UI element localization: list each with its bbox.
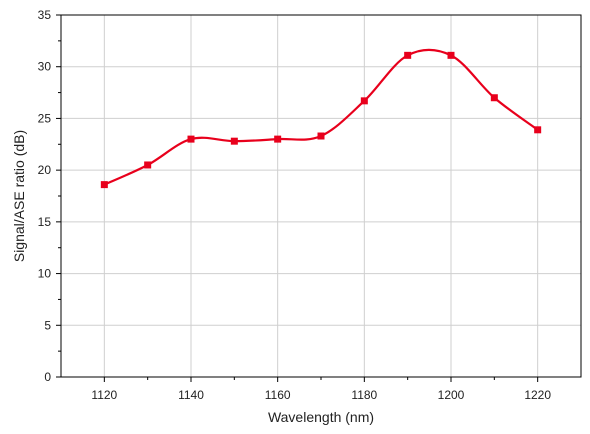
y-tick-label: 25 — [38, 111, 52, 125]
data-point — [317, 132, 325, 140]
x-tick-label: 1160 — [265, 388, 291, 402]
data-point — [100, 181, 108, 189]
data-point — [360, 97, 368, 105]
y-axis-label: Signal/ASE ratio (dB) — [11, 130, 27, 262]
x-tick-label: 1180 — [351, 388, 377, 402]
data-point — [534, 126, 542, 134]
y-tick-label: 30 — [38, 60, 52, 74]
data-point — [144, 161, 152, 169]
data-point — [447, 51, 455, 59]
data-series — [100, 48, 542, 189]
x-tick-label: 1220 — [524, 388, 551, 402]
x-tick-label: 1120 — [91, 388, 117, 402]
series-line — [103, 48, 539, 186]
data-point — [404, 51, 412, 59]
plot-area-frame — [60, 14, 582, 378]
y-tick-label: 15 — [38, 215, 52, 229]
x-tick-label: 1140 — [178, 388, 204, 402]
y-tick-label: 5 — [44, 318, 51, 332]
grid-lines — [61, 15, 581, 377]
y-tick-label: 20 — [38, 163, 52, 177]
axes: 1120 1140 1160 1180 1200 1220 0 5 10 15 20 25 30 35 — [38, 8, 552, 402]
x-tick-label: 1200 — [438, 388, 465, 402]
y-tick-label: 35 — [38, 8, 52, 22]
x-axis-label: Wavelength (nm) — [268, 409, 374, 425]
data-point — [490, 94, 498, 102]
data-point — [274, 135, 282, 143]
data-point — [230, 137, 238, 145]
y-tick-label: 10 — [38, 267, 52, 281]
data-point — [187, 135, 195, 143]
y-tick-label: 0 — [44, 370, 51, 384]
